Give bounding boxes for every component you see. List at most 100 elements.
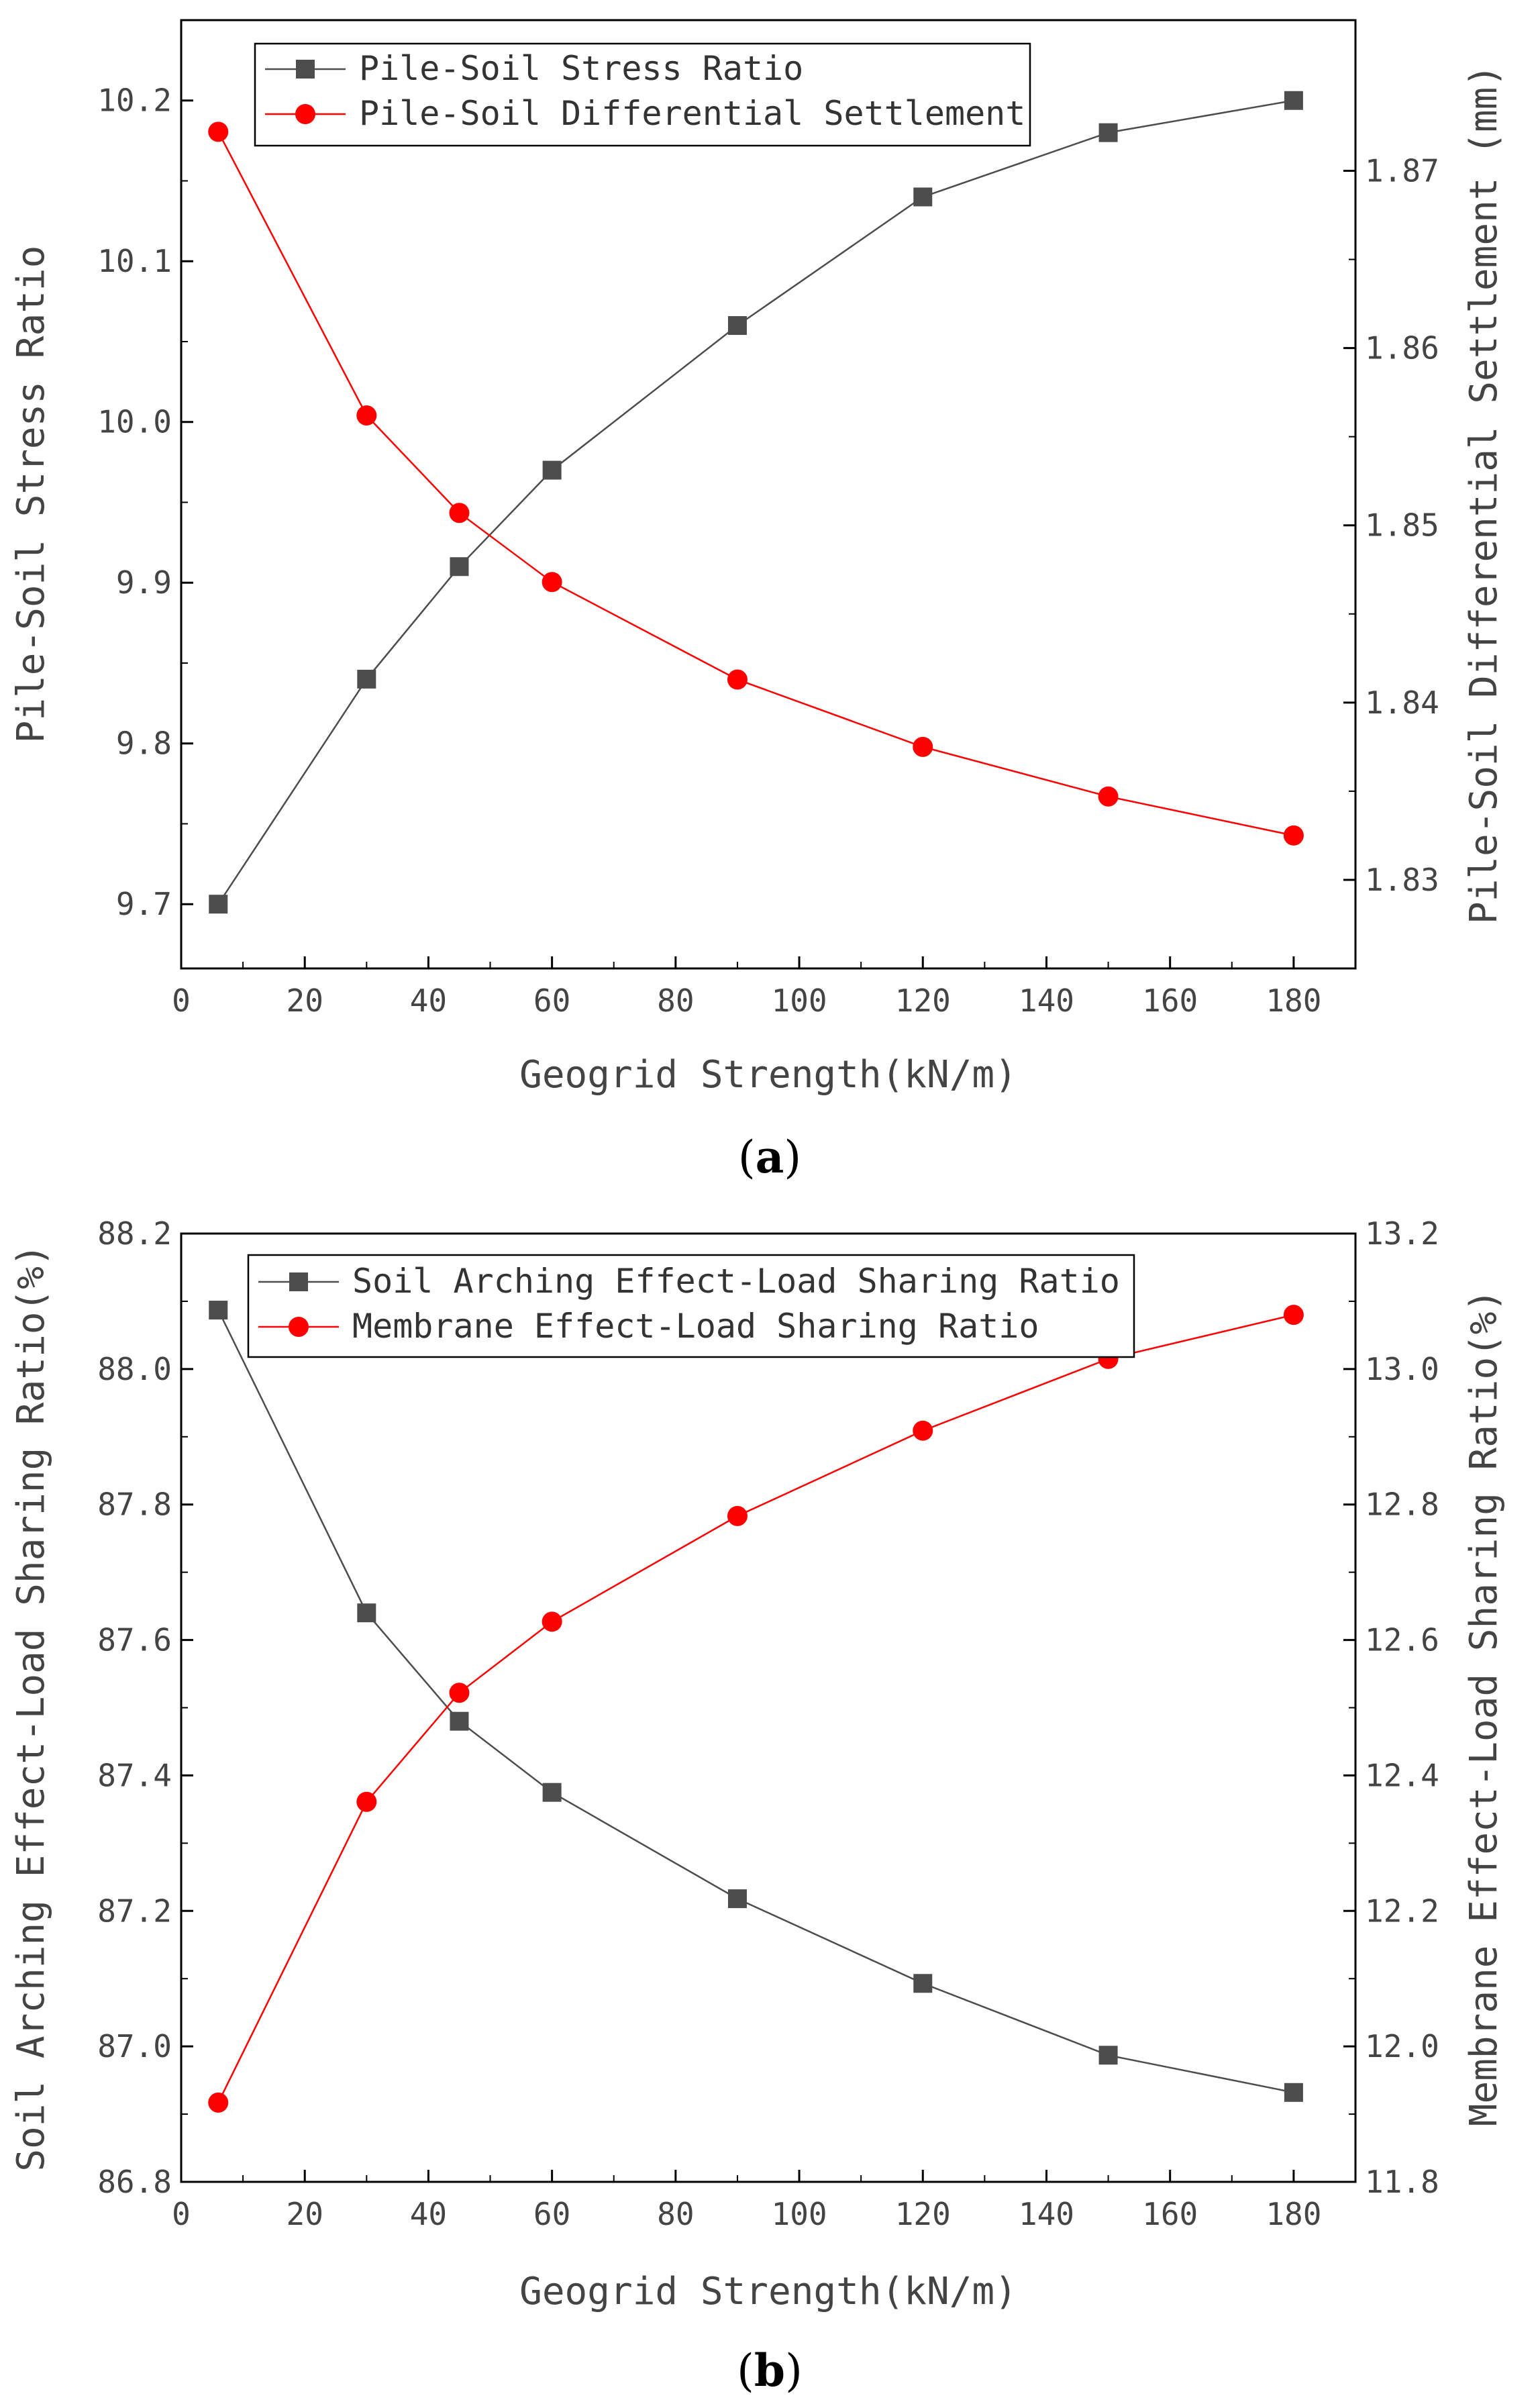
- data-point-circle: [913, 1420, 933, 1441]
- panel-b: 0 20 40 60 80 100 120 140 160 180 86.8 87.0 87.2 87.4…: [9, 1215, 1506, 2313]
- y-left-tick-label: 87.4: [97, 1757, 172, 1793]
- plot-frame: [180, 19, 1357, 970]
- x-tick-label: 160: [1142, 2196, 1198, 2232]
- legend-marker-circle: [295, 104, 315, 124]
- data-point-square: [1284, 2083, 1303, 2102]
- legend-label-2: Membrane Effect-Load Sharing Ratio: [352, 1307, 1039, 1346]
- data-point-square: [913, 187, 933, 207]
- y-right-tick-label: 13.0: [1365, 1351, 1439, 1387]
- legend-label-2: Pile-Soil Differential Settlement: [359, 94, 1025, 133]
- series-line-2: [217, 1313, 1294, 2103]
- x-tick-label: 140: [1019, 2196, 1074, 2232]
- legend-box: [254, 42, 1031, 147]
- x-tick-label: 140: [1019, 983, 1074, 1019]
- data-point-circle: [1283, 1305, 1304, 1325]
- x-tick-label: 180: [1266, 2196, 1321, 2232]
- data-point-square: [1098, 123, 1118, 142]
- x-tick-label: 0: [172, 2196, 191, 2232]
- y-left-axis-title: Pile-Soil Stress Ratio: [9, 246, 53, 744]
- legend-label-1: Pile-Soil Stress Ratio: [359, 49, 803, 88]
- y-left-tick-label: 88.2: [97, 1215, 172, 1252]
- x-tick-label: 180: [1266, 983, 1321, 1019]
- x-tick-label: 120: [895, 983, 951, 1019]
- series-line-1: [217, 99, 1294, 905]
- caption-b: (b): [737, 2344, 803, 2397]
- legend-marker-square: [296, 60, 315, 79]
- y-right-axis-title: Pile-Soil Differential Settlement (mm): [1462, 64, 1506, 924]
- y-left-tick-label: 87.0: [97, 2028, 172, 2064]
- data-point-circle: [356, 405, 377, 426]
- data-point-circle: [449, 1683, 470, 1703]
- y-right-tick-label: 1.86: [1365, 330, 1439, 366]
- data-point-circle: [542, 1611, 562, 1632]
- data-point-circle: [727, 1505, 748, 1526]
- y-left-tick-label: 9.9: [116, 564, 172, 601]
- data-point-circle: [1283, 825, 1304, 846]
- y-right-tick-label: 1.85: [1365, 507, 1439, 544]
- data-point-square: [450, 557, 469, 577]
- x-tick-label: 80: [657, 983, 694, 1019]
- y-right-tick-label: 12.6: [1365, 1622, 1439, 1658]
- y-right-tick-label: 12.8: [1365, 1487, 1439, 1523]
- x-tick-label: 40: [410, 983, 447, 1019]
- data-point-square: [727, 316, 747, 336]
- y-left-tick-label: 9.7: [116, 886, 172, 922]
- y-left-tick-label: 9.8: [116, 725, 172, 762]
- data-point-square: [450, 1711, 469, 1731]
- y-left-tick-label: 86.8: [97, 2164, 172, 2200]
- data-point-square: [209, 895, 228, 914]
- x-tick-label: 100: [772, 983, 827, 1019]
- series-line-1: [217, 1309, 1294, 2094]
- data-point-circle: [356, 1791, 377, 1812]
- x-tick-label: 160: [1142, 983, 1198, 1019]
- y-left-tick-label: 87.2: [97, 1893, 172, 1929]
- data-point-square: [357, 669, 376, 689]
- x-tick-label: 40: [410, 2196, 447, 2232]
- caption-a-open: (: [738, 1132, 756, 1183]
- data-point-square: [542, 1783, 562, 1802]
- x-tick-label: 80: [657, 2196, 694, 2232]
- y-left-tick-label: 10.1: [97, 243, 172, 279]
- caption-a: (a): [738, 1131, 801, 1183]
- caption-b-open: (: [737, 2345, 754, 2397]
- y-right-tick-label: 12.2: [1365, 1893, 1439, 1929]
- panel-a: 0 20 40 60 80 100 120 140 160 180 9.7 9.8 9.9 10.0 10.…: [9, 19, 1506, 1097]
- data-point-circle: [1098, 786, 1119, 807]
- y-left-tick-label: 10.2: [97, 83, 172, 119]
- y-left-tick-label: 87.8: [97, 1487, 172, 1523]
- y-right-tick-label: 1.84: [1365, 685, 1439, 721]
- data-point-square: [209, 1301, 228, 1320]
- data-point-square: [913, 1974, 933, 1993]
- data-point-square: [1284, 91, 1303, 110]
- y-right-tick-label: 12.0: [1365, 2028, 1439, 2064]
- plot-frame: [180, 1232, 1357, 2183]
- y-right-tick-label: 1.83: [1365, 862, 1439, 898]
- data-point-circle: [913, 736, 933, 757]
- caption-b-close: ): [785, 2345, 803, 2397]
- x-tick-label: 100: [772, 2196, 827, 2232]
- x-tick-label: 20: [287, 983, 323, 1019]
- x-tick-label: 20: [287, 2196, 323, 2232]
- x-axis-title: Geogrid Strength(kN/m): [519, 2270, 1017, 2313]
- y-right-tick-label: 12.4: [1365, 1757, 1439, 1793]
- x-tick-label: 0: [172, 983, 191, 1019]
- data-point-circle: [208, 121, 229, 142]
- caption-b-letter: b: [754, 2344, 785, 2397]
- data-point-circle: [208, 2092, 229, 2113]
- data-point-square: [542, 460, 562, 480]
- caption-a-close: ): [784, 1132, 801, 1183]
- y-right-tick-label: 1.87: [1365, 152, 1439, 189]
- data-point-square: [727, 1889, 747, 1909]
- x-tick-label: 60: [533, 2196, 570, 2232]
- x-tick-label: 120: [895, 2196, 951, 2232]
- data-point-square: [1098, 2046, 1118, 2065]
- legend-box: [247, 1254, 1135, 1358]
- y-right-tick-label: 11.8: [1365, 2164, 1439, 2200]
- x-tick-label: 60: [533, 983, 570, 1019]
- legend-marker-square: [289, 1272, 308, 1291]
- y-right-axis-title: Membrane Effect-Load Sharing Ratio(%): [1462, 1289, 1506, 2126]
- legend-marker-circle: [289, 1317, 309, 1337]
- y-left-tick-label: 87.6: [97, 1622, 172, 1658]
- data-point-circle: [727, 669, 748, 690]
